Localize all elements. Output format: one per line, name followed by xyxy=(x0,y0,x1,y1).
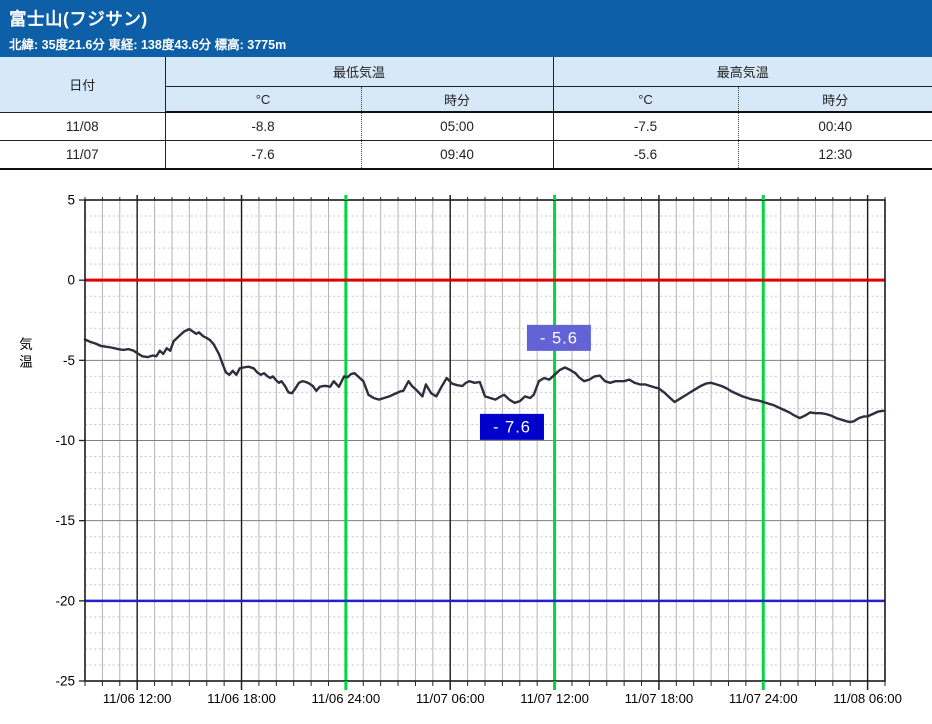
max-c-cell: -5.6 xyxy=(552,140,739,170)
minmax-table: 日付 最低気温 最高気温 °C 時分 °C 時分 11/08 -8.8 05:0… xyxy=(0,57,932,170)
date-cell: 11/08 xyxy=(0,112,165,141)
x-tick-label: 11/06 24:00 xyxy=(312,691,381,706)
y-tick-label: -15 xyxy=(55,513,75,528)
page-title: 富士山(フジサン) xyxy=(9,9,148,29)
coordinates-text: 北緯: 35度21.6分 東経: 138度43.6分 標高: 3775m xyxy=(9,38,287,52)
min-c-cell: -8.8 xyxy=(164,112,361,141)
temperature-chart-svg: 5 0 -5 -10 -15 -20 -25 11/06 12:00 11/06 18:00 11… xyxy=(55,193,902,707)
col-header-min-c: °C xyxy=(164,86,361,113)
x-tick-label: 11/08 06:00 xyxy=(833,691,902,706)
y-tick-label: 5 xyxy=(67,193,75,208)
min-time-cell: 05:00 xyxy=(360,112,554,141)
x-tick-label: 11/07 18:00 xyxy=(625,691,694,706)
temperature-chart: 気温 5 0 -5 -10 -15 -20 -25 11/06 12:00 11/06 18:0… xyxy=(0,170,932,724)
y-tick-label: -20 xyxy=(55,593,75,608)
max-c-cell: -7.5 xyxy=(552,112,739,141)
min-time-cell: 09:40 xyxy=(360,140,554,170)
min-temp-label-text: - 7.6 xyxy=(493,418,531,436)
col-header-max-time: 時分 xyxy=(737,86,932,113)
table-row: 11/08 -8.8 05:00 -7.5 00:40 xyxy=(0,112,932,141)
temperature-line xyxy=(83,327,885,424)
y-tick-label: -5 xyxy=(63,353,75,368)
col-header-min-time: 時分 xyxy=(360,86,554,113)
max-time-cell: 12:30 xyxy=(737,140,932,170)
min-temp-label xyxy=(479,413,544,440)
group-header-max: 最高気温 xyxy=(552,57,932,87)
y-tick-label: 0 xyxy=(67,273,75,288)
max-time-cell: 00:40 xyxy=(737,112,932,141)
x-tick-label: 11/06 12:00 xyxy=(103,691,172,706)
x-tick-label: 11/07 24:00 xyxy=(729,691,798,706)
page-header: 富士山(フジサン) 北緯: 35度21.6分 東経: 138度43.6分 標高:… xyxy=(0,0,932,57)
max-temp-label-text: - 5.6 xyxy=(540,329,578,347)
table-row: 11/07 -7.6 09:40 -5.6 12:30 xyxy=(0,140,932,170)
min-c-cell: -7.6 xyxy=(164,140,361,170)
col-header-max-c: °C xyxy=(552,86,739,113)
max-temp-label xyxy=(526,324,591,351)
x-tick-label: 11/07 12:00 xyxy=(520,691,589,706)
col-header-date: 日付 xyxy=(0,57,165,113)
y-tick-label: -10 xyxy=(55,433,75,448)
y-axis-title: 気温 xyxy=(17,337,32,372)
group-header-min: 最低気温 xyxy=(164,57,554,87)
x-tick-label: 11/07 06:00 xyxy=(416,691,485,706)
date-cell: 11/07 xyxy=(0,140,165,170)
x-tick-label: 11/06 18:00 xyxy=(207,691,276,706)
y-tick-label: -25 xyxy=(55,674,75,689)
